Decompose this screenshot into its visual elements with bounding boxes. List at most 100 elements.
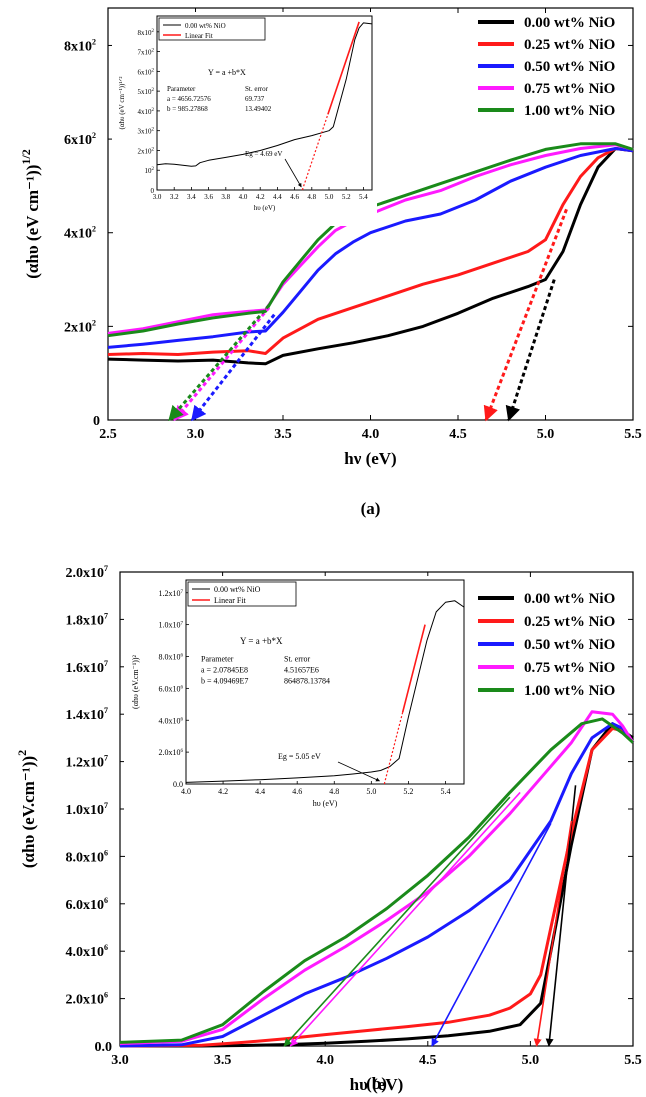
inset-y-tick-label: 4x102 [138,108,155,116]
y-tick-label: 1.6x107 [66,659,109,676]
extrapolation-arrow [168,304,271,422]
inset-y-tick-label: 2.0x106 [159,748,184,757]
inset-y-tick-label: 0.0 [173,780,183,789]
inset-x-tick-label: 3.2 [170,193,179,201]
inset-frame [156,15,373,191]
x-tick-label: 3.5 [274,427,292,442]
x-tick-label: 5.5 [624,1053,642,1068]
inset-x-tick-label: 4.6 [290,193,299,201]
x-tick-label: 4.5 [419,1053,437,1068]
inset-x-tick-label: 4.2 [256,193,265,201]
y-tick-label: 4x102 [64,225,96,242]
inset-y-axis-label: (αhυ (eV.cm⁻¹))² [131,654,140,709]
inset-x-tick-label: 4.4 [273,193,282,201]
inset-x-tick-label: 3.4 [187,193,196,201]
x-axis-label: hν (eV) [344,449,396,468]
y-tick-label: 2.0x107 [66,564,109,581]
panel-b: 3.0 3.5 4.0 4.5 5.0 5.5 0.0 2.0x106 4.0x106 6.0x1… [15,564,642,1094]
inset-param-error: 4.51657E6 [284,666,319,675]
inset-eg-label: Eg = 5.05 eV [278,752,321,761]
inset-x-tick-label: 5.0 [325,193,334,201]
extrapolation-arrow [533,820,573,1047]
inset-x-tick-label: 4.0 [181,787,191,796]
y-tick-label: 1.2x107 [66,754,109,771]
y-tick-label: 0.0 [95,1040,113,1055]
legend-label: 0.25 wt% NiO [524,614,615,630]
inset-series-line [156,22,373,167]
legend-label: 1.00 wt% NiO [524,103,615,119]
inset-x-tick-label: 5.2 [403,787,413,796]
series-line [107,147,634,366]
x-tick-label: 2.5 [99,427,117,442]
x-tick-label: 4.5 [449,427,467,442]
x-tick-label: 5.5 [624,427,642,442]
inset-param-header: St. error [284,655,311,664]
inset-y-tick-label: 7x102 [138,49,155,57]
inset-param-value: a = 2.07845E8 [201,666,248,675]
panel-caption: (a) [361,499,381,518]
inset-y-tick-label: 6.0x106 [159,684,184,693]
inset-x-tick-label: 5.4 [440,787,450,796]
legend: 0.00 wt% NiO 0.25 wt% NiO 0.50 wt% NiO 0.75… [478,15,615,119]
legend-label: 0.50 wt% NiO [524,637,615,653]
inset-param-header: St. error [245,85,269,93]
inset-x-tick-label: 5.2 [342,193,351,201]
legend-label: 0.00 wt% NiO [524,591,615,607]
series-line [107,147,634,356]
x-tick-label: 4.0 [362,427,380,442]
inset-legend-box [158,17,266,41]
inset-eg-label: Eg = 4.69 eV [245,150,282,158]
inset-x-tick-label: 5.0 [366,787,376,796]
y-axis-label: (αhυ (eV cm⁻¹))1/2 [19,149,42,279]
inset-y-tick-label: 1.0x107 [159,621,184,630]
series-line [119,710,635,1046]
series-line [119,726,635,1048]
inset-y-tick-label: 8.0x106 [159,653,184,662]
inset-frame [185,579,465,785]
inset-y-tick-label: 8x102 [138,29,155,37]
inset-x-tick-label: 3.8 [221,193,230,201]
y-tick-label: 2x102 [64,318,96,335]
y-axis-label: (αhυ (eV.cm⁻¹))2 [15,750,38,868]
inset-x-tick-label: 4.2 [218,787,228,796]
inset-legend-label: 0.00 wt% NiO [214,585,261,594]
inset-y-tick-label: 0 [151,187,155,195]
inset-x-axis-label: hυ (eV) [313,799,338,808]
inset-x-axis-label: hυ (eV) [254,204,276,212]
x-tick-label: 4.0 [316,1053,334,1068]
inset-y-tick-label: 4.0x106 [159,716,184,725]
inset: 3.0 3.2 3.4 3.6 3.8 4.0 4.2 4.4 4.6 4.8 5.0 5.2 5.4 0… [112,12,377,226]
legend-label: 0.00 wt% NiO [524,15,615,31]
inset-y-tick-label: 3x102 [138,128,155,136]
extrapolation-arrow [483,208,568,422]
inset-param-value: b = 4.09469E7 [201,677,248,686]
inset-x-tick-label: 4.0 [239,193,248,201]
extrapolation-arrow [505,279,556,422]
inset: 4.0 4.2 4.4 4.6 4.8 5.0 5.2 5.4 0.0 2.0x106 4.0x10… [124,576,468,830]
inset-series-line [185,600,465,783]
inset-equation: Y = a +b*X [240,636,283,646]
inset-fit-extension [301,114,329,191]
x-tick-label: 3.0 [111,1053,129,1068]
inset-y-tick-label: 102 [145,167,155,175]
inset-param-error: 13.49402 [245,105,272,113]
inset-y-tick-label: 1.2x107 [159,589,184,598]
x-tick-label: 5.0 [522,1053,540,1068]
inset-fit-line [401,624,426,713]
inset-y-tick-label: 6x102 [138,68,155,76]
inset-x-tick-label: 4.8 [307,193,316,201]
y-tick-label: 1.4x107 [66,706,109,723]
inset-equation: Y = a +b*X [208,68,246,77]
inset-y-axis-label: (αhυ (eV cm⁻¹))¹ᐟ² [118,77,126,130]
inset-param-header: Parameter [201,655,234,664]
y-tick-label: 6x102 [64,131,96,148]
y-tick-label: 6.0x106 [66,896,109,913]
extrapolation-arrow [173,306,271,422]
inset-legend-label: 0.00 wt% NiO [185,22,226,30]
inset-legend-label: Linear Fit [214,596,247,605]
y-tick-label: 1.0x107 [66,801,109,818]
extrapolation-arrow [289,791,521,1047]
inset-eg-arrow [284,158,302,188]
